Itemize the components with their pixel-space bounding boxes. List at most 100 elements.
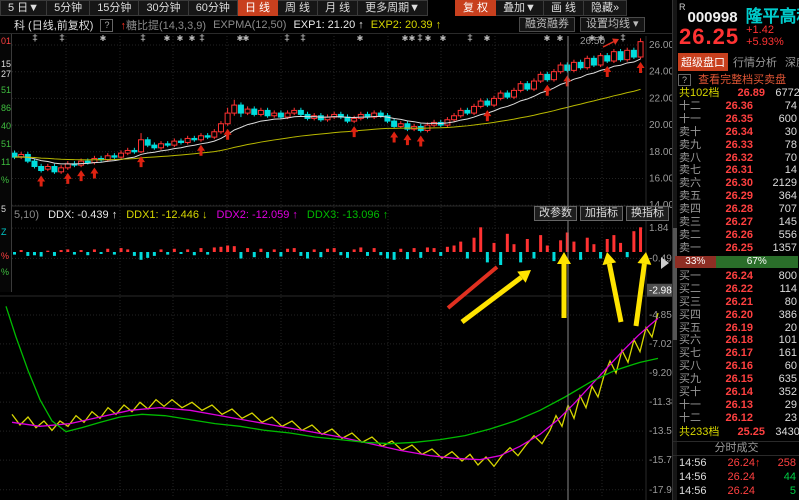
svg-text:✱: ✱ <box>177 34 184 43</box>
last-price: 26.25 <box>679 24 740 49</box>
buy-level-row[interactable]: 买六 26.18 101 <box>679 334 797 347</box>
svg-text:-13.56: -13.56 <box>649 426 672 437</box>
sell-level-row[interactable]: 卖九 26.33 78 <box>679 138 797 151</box>
buy-level-row[interactable]: 十二 26.12 23 <box>679 411 797 424</box>
sell-level-row[interactable]: 卖五 26.29 364 <box>679 190 797 203</box>
buy-level-row[interactable]: 买八 26.16 60 <box>679 360 797 373</box>
svg-text:-0.49: -0.49 <box>649 253 672 264</box>
indicator-bar: 科 (日线,前复权) ? ↑糖比提(14,3,3,9) EXPMA(12,50)… <box>14 18 441 32</box>
trade-row: 14:56 26.24 ↑ 258 <box>679 457 796 469</box>
buy-level-row[interactable]: 买四 26.20 386 <box>679 308 797 321</box>
tab-5min[interactable]: 5分钟 <box>47 0 91 16</box>
add-indicator-button[interactable]: 加指标 <box>580 206 623 221</box>
ddx-bar-series <box>13 227 643 265</box>
svg-text:✱: ✱ <box>598 34 605 43</box>
candlestick-series <box>11 38 644 174</box>
axis-labels: 26.00 24.00 22.00 20.00 18.00 16.00 14.00 1.84 -… <box>647 40 672 496</box>
indicator-bar-tools: 融资融券 设置均线 ▾ <box>519 17 645 32</box>
clipped-text-fragment: 11 <box>1 157 11 167</box>
sell-level-row[interactable]: 卖四 26.28 707 <box>679 203 797 216</box>
sell-level-row[interactable]: 卖二 26.26 556 <box>679 228 797 241</box>
time-sales-header: 分时成交 <box>673 441 799 456</box>
tab-monthly[interactable]: 月 线 <box>318 0 359 16</box>
svg-text:1.84: 1.84 <box>649 223 669 234</box>
view-full-orderbook-link[interactable]: 查看完整档买卖盘 <box>698 74 787 86</box>
buy-level-row[interactable]: 买二 26.22 114 <box>679 282 797 295</box>
svg-text:-4.85: -4.85 <box>649 310 672 321</box>
sell-summary-row: 共102档 26.89 67723 <box>679 87 799 99</box>
tab-super-orderbook[interactable]: 超级盘口 <box>678 53 728 71</box>
chart-canvas[interactable]: ‡ ‡ ✱ ‡ ✱ ✱ ✱ ‡ ✱ ✱ ‡ ‡ ✱ ✱ ✱ ‡ ✱ ✱ ‡ ✱ ✱ ✱ ✱ ✱ ‡26.0024.0022.00… <box>0 0 672 500</box>
sell-level-row[interactable]: 卖三 26.27 145 <box>679 216 797 229</box>
svg-text:‡: ‡ <box>33 33 38 44</box>
buy-level-row[interactable]: 买七 26.17 161 <box>679 347 797 360</box>
user-annotations <box>446 36 652 500</box>
buy-ratio: 67% <box>715 256 798 268</box>
sell-level-row[interactable]: 十一 26.35 600 <box>679 112 797 125</box>
svg-text:-17.96: -17.96 <box>649 485 672 496</box>
svg-text:✱: ✱ <box>557 34 564 43</box>
tab-depth-analysis[interactable]: 深度分析 <box>785 57 799 69</box>
tab-more-periods[interactable]: 更多周期▼ <box>358 0 429 16</box>
svg-text:✱: ✱ <box>100 34 107 43</box>
buy-signal-arrows <box>37 62 645 187</box>
buy-level-row[interactable]: 十一 26.13 29 <box>679 398 797 411</box>
sell-level-row[interactable]: 十二 26.36 74 <box>679 100 797 112</box>
buy-level-row[interactable]: 买一 26.24 800 <box>679 270 797 282</box>
ma-settings-button[interactable]: 设置均线 ▾ <box>580 17 645 32</box>
ddx-toolbar: 改参数 加指标 换指标 × <box>531 206 689 221</box>
expma-label: EXPMA(12,50) <box>213 19 287 31</box>
tab-60min[interactable]: 60分钟 <box>188 0 238 16</box>
margin-trading-button[interactable]: 融资融券 <box>519 17 575 32</box>
help-icon[interactable]: ? <box>678 74 692 86</box>
svg-text:‡: ‡ <box>200 33 205 44</box>
hide-button[interactable]: 隐藏» <box>584 0 628 16</box>
svg-text:‡: ‡ <box>301 33 306 44</box>
svg-text:✱: ✱ <box>189 34 196 43</box>
chart-tools: 复 权 叠加▼ 画 线 隐藏» <box>455 0 628 16</box>
tab-market-analysis[interactable]: 行情分析 <box>733 57 777 69</box>
left-clipped-panel: 01 15 27 51 86 40 51 11% 5 Z%% <box>0 34 12 292</box>
buy-summary-row: 共233档 25.25 34308 <box>679 426 799 438</box>
buy-orderbook: 买一 26.24 800 买二 26.22 114 买三 26.21 80 买四 26.20 386 买… <box>673 270 799 425</box>
scrollbar-thumb[interactable] <box>673 228 677 340</box>
modify-params-button[interactable]: 改参数 <box>534 206 577 221</box>
price-change-pct: +5.93% <box>746 36 784 48</box>
help-icon[interactable]: ? <box>100 18 114 32</box>
buy-level-row[interactable]: 买三 26.21 80 <box>679 295 797 308</box>
sell-level-row[interactable]: 卖八 26.32 70 <box>679 151 797 164</box>
svg-text:14.00: 14.00 <box>649 200 672 211</box>
clipped-text-fragment: % <box>1 175 10 185</box>
quote-tabs: 超级盘口 行情分析 深度分析 <box>678 53 799 71</box>
tab-weekly[interactable]: 周 线 <box>278 0 319 16</box>
tab-30min[interactable]: 30分钟 <box>139 0 189 16</box>
tab-5day[interactable]: 5 日▼ <box>0 0 48 16</box>
svg-text:22.00: 22.00 <box>649 93 672 104</box>
price-block: 26.25 +1.42 +5.93% <box>679 24 799 50</box>
buy-level-row[interactable]: 买十 26.14 352 <box>679 386 797 399</box>
svg-text:-9.20: -9.20 <box>649 368 672 379</box>
up-arrow-icon: ↑ <box>120 20 126 32</box>
adjust-price-button[interactable]: 复 权 <box>455 0 497 16</box>
svg-text:-7.02: -7.02 <box>649 339 672 350</box>
buy-level-row[interactable]: 买五 26.19 20 <box>679 321 797 334</box>
panel-expand-icon[interactable] <box>661 257 669 269</box>
sell-level-row[interactable]: 卖六 26.30 2129 <box>679 177 797 190</box>
price-annotation: 26.50 <box>580 36 606 47</box>
chart-title: 科 (日线,前复权) <box>14 20 94 32</box>
scrollbar[interactable] <box>673 0 677 500</box>
sell-level-row[interactable]: 卖十 26.34 30 <box>679 125 797 138</box>
svg-text:24.00: 24.00 <box>649 67 672 78</box>
svg-text:18.00: 18.00 <box>649 147 672 158</box>
overlay-button[interactable]: 叠加▼ <box>496 0 544 16</box>
svg-text:✱: ✱ <box>589 34 596 43</box>
bottom-indicator-lines <box>5 306 659 468</box>
sell-level-row[interactable]: 卖七 26.31 14 <box>679 164 797 177</box>
switch-indicator-button[interactable]: 换指标 <box>626 206 669 221</box>
tab-15min[interactable]: 15分钟 <box>90 0 140 16</box>
full-orderbook-link-row: ? 查看完整档买卖盘 <box>678 71 799 87</box>
tab-daily[interactable]: 日 线 <box>237 0 278 16</box>
draw-line-button[interactable]: 画 线 <box>543 0 585 16</box>
buy-level-row[interactable]: 买九 26.15 635 <box>679 373 797 386</box>
sell-level-row[interactable]: 卖一 26.25 1357 <box>679 241 797 254</box>
